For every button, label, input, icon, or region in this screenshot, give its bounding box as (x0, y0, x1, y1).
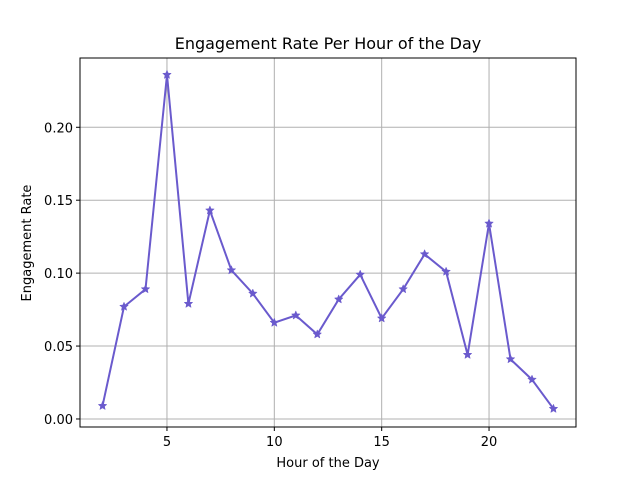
x-tick-label: 15 (373, 435, 390, 450)
plot-frame (79, 57, 577, 428)
data-point-star-icon (376, 313, 387, 323)
data-point-star-icon (548, 403, 559, 413)
data-point-star-icon (527, 374, 537, 384)
y-tick-label: 0.15 (44, 194, 73, 209)
data-point-star-icon (269, 317, 280, 327)
data-point-star-icon (204, 205, 215, 215)
data-point-star-icon (398, 284, 409, 294)
x-axis-ticks: 5 10 15 20 (163, 427, 497, 450)
y-tick-label: 0.10 (44, 267, 73, 282)
x-tick-label: 20 (481, 435, 498, 450)
data-point-star-icon (462, 349, 473, 359)
y-tick-label: 0.05 (44, 340, 73, 355)
data-point-star-icon (247, 288, 258, 298)
data-point-star-icon (441, 266, 452, 276)
data-point-star-icon (505, 354, 516, 364)
x-tick-label: 5 (163, 435, 171, 450)
y-axis-label: Engagement Rate (20, 185, 35, 302)
data-point-star-icon (333, 294, 344, 304)
data-point-star-icon (183, 298, 194, 308)
x-axis-label: Hour of the Day (276, 456, 380, 471)
data-point-star-icon (119, 301, 129, 311)
data-point-star-icon (140, 284, 151, 294)
data-point-star-icon (290, 310, 301, 320)
grid-lines (80, 58, 576, 427)
data-point-star-icon (226, 265, 237, 275)
data-point-star-icon (312, 329, 323, 339)
data-point-star-icon (484, 218, 494, 228)
series-line (101, 74, 555, 410)
chart-title: Engagement Rate Per Hour of the Day (175, 34, 482, 53)
data-point-star-icon (97, 400, 108, 411)
y-axis-ticks: 0.00 0.05 0.10 0.15 0.20 (44, 121, 80, 428)
data-point-star-icon (162, 69, 172, 79)
y-tick-label: 0.00 (44, 413, 73, 428)
data-point-markers (97, 69, 559, 413)
data-point-star-icon (419, 249, 430, 259)
data-point-star-icon (355, 269, 366, 279)
x-tick-label: 10 (266, 435, 283, 450)
y-tick-label: 0.20 (44, 121, 73, 136)
